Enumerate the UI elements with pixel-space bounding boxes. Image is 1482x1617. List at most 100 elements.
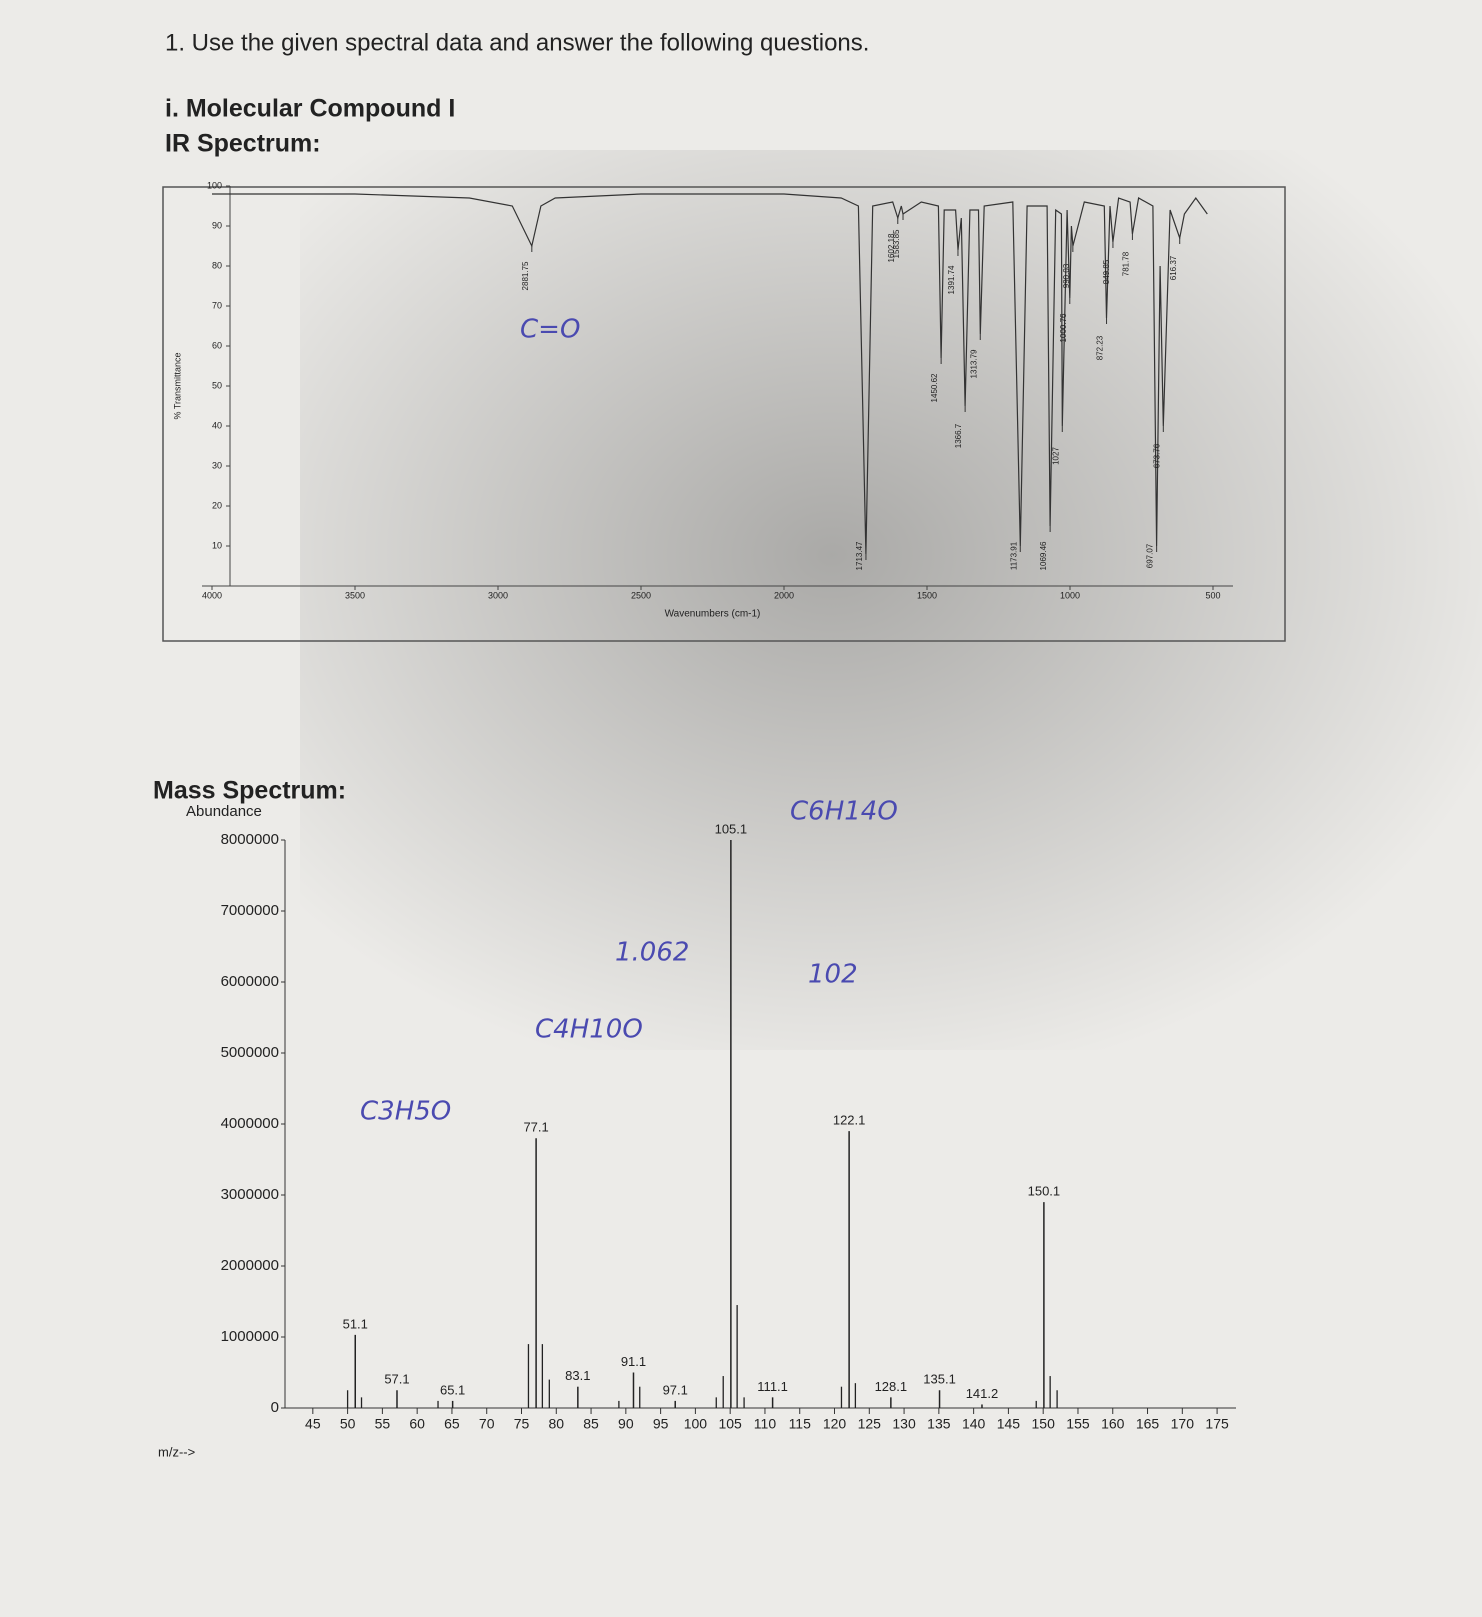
x-tick-label: 95 (653, 1416, 669, 1432)
x-tick-label: 3000 (488, 590, 508, 600)
x-tick-label: 2000 (774, 590, 794, 600)
compound: i. Molecular Compound I (165, 95, 455, 123)
y-tick-label: 7000000 (221, 902, 279, 919)
peak-label: 83.1 (565, 1368, 590, 1383)
ir-heading: IR Spectrum: (165, 130, 321, 158)
peak-label: 135.1 (923, 1372, 956, 1387)
peak-label: 872.23 (1096, 335, 1105, 360)
x-tick-label: 2500 (631, 590, 651, 600)
y-tick-label: 100 (207, 180, 222, 190)
peak-label: 673.76 (1152, 443, 1161, 468)
peak-label: 1450.62 (930, 373, 939, 402)
y-tick-label: 0 (271, 1399, 279, 1416)
x-tick-label: 115 (789, 1416, 812, 1432)
peak-label: 51.1 (343, 1316, 368, 1331)
x-axis-label: Wavenumbers (cm-1) (665, 609, 761, 620)
y-tick-label: 90 (212, 220, 222, 230)
peak-label: 91.1 (621, 1354, 646, 1369)
peak-label: 2881.75 (521, 261, 530, 290)
x-tick-label: 150 (1032, 1416, 1056, 1432)
peak-label: 1583.85 (892, 229, 901, 258)
peak-label: 1366.7 (954, 423, 963, 448)
y-tick-label: 1000000 (221, 1328, 279, 1345)
x-tick-label: 170 (1171, 1416, 1195, 1432)
peak-label: 57.1 (384, 1372, 409, 1387)
note: 1.062 (615, 938, 689, 968)
peak-label: 1391.74 (947, 265, 956, 294)
peak-label: 616.37 (1169, 255, 1178, 280)
y-tick-label: 6000000 (221, 973, 279, 990)
peak-label: 1602.18 (887, 233, 896, 262)
peak-label: 1173.91 (1009, 541, 1018, 570)
x-tick-label: 55 (375, 1416, 391, 1432)
ms-heading: Mass Spectrum: (153, 777, 346, 805)
peak-label: 849.85 (1102, 259, 1111, 284)
y-tick-label: 30 (212, 460, 222, 470)
x-tick-label: 4000 (202, 590, 222, 600)
x-tick-label: 110 (754, 1416, 777, 1432)
x-tick-label: 80 (548, 1416, 564, 1432)
x-tick-label: 3500 (345, 590, 365, 600)
y-axis-label: Abundance (186, 803, 262, 820)
x-tick-label: 145 (997, 1416, 1021, 1432)
peak-label: 122.1 (833, 1113, 866, 1128)
peak-label: 150.1 (1028, 1184, 1061, 1199)
y-tick-label: 10 (212, 540, 222, 550)
peak-label: 781.78 (1122, 251, 1131, 276)
y-tick-label: 60 (212, 340, 222, 350)
x-tick-label: 130 (892, 1416, 916, 1432)
note: C4H10O (535, 1015, 643, 1045)
peak-label: 141.2 (966, 1386, 999, 1401)
peak-label: 990.03 (1062, 263, 1071, 288)
peak-label: 77.1 (523, 1120, 548, 1135)
question: 1. Use the given spectral data and answe… (165, 29, 869, 56)
x-tick-label: 155 (1066, 1416, 1090, 1432)
note: C=O (520, 315, 580, 345)
x-tick-label: 50 (340, 1416, 356, 1432)
shadow (300, 150, 1482, 1050)
peak-label: 65.1 (440, 1382, 465, 1397)
peak-label: 1069.46 (1039, 541, 1048, 570)
peak-label: 97.1 (663, 1382, 688, 1397)
y-tick-label: 70 (212, 300, 222, 310)
x-tick-label: 135 (927, 1416, 951, 1432)
x-tick-label: 90 (618, 1416, 634, 1432)
x-tick-label: 75 (514, 1416, 530, 1432)
x-tick-label: 140 (962, 1416, 986, 1432)
x-tick-label: 1000 (1060, 590, 1080, 600)
x-tick-label: 125 (858, 1416, 882, 1432)
y-tick-label: 4000000 (221, 1115, 279, 1132)
peak-label: 1027 (1051, 447, 1060, 465)
x-tick-label: 1500 (917, 590, 937, 600)
x-tick-label: 120 (823, 1416, 847, 1432)
ir-frame (162, 186, 1286, 642)
y-tick-label: 20 (212, 500, 222, 510)
x-tick-label: 85 (583, 1416, 599, 1432)
y-tick-label: 3000000 (221, 1186, 279, 1203)
x-axis-label: m/z--> (158, 1444, 195, 1459)
note: C6H14O (790, 797, 898, 827)
x-tick-label: 500 (1205, 590, 1220, 600)
x-tick-label: 105 (718, 1416, 742, 1432)
x-tick-label: 45 (305, 1416, 321, 1432)
peak-label: 105.1 (715, 821, 748, 836)
peak-label: 1713.47 (855, 541, 864, 570)
x-tick-label: 60 (409, 1416, 425, 1432)
peak-label: 1000.76 (1059, 313, 1068, 342)
spectrum-line (212, 193, 1208, 555)
peak-label: 697.07 (1146, 543, 1155, 568)
y-tick-label: 50 (212, 380, 222, 390)
note: 102 (808, 960, 858, 990)
x-tick-label: 65 (444, 1416, 460, 1432)
x-tick-label: 70 (479, 1416, 495, 1432)
note: C3H5O (360, 1097, 451, 1127)
x-tick-label: 165 (1136, 1416, 1160, 1432)
peak-label: 1313.79 (969, 349, 978, 378)
peak-label: 111.1 (757, 1379, 788, 1394)
x-tick-label: 175 (1205, 1416, 1229, 1432)
y-tick-label: 8000000 (221, 831, 279, 848)
peak-label: 128.1 (875, 1379, 908, 1394)
y-tick-label: 80 (212, 260, 222, 270)
